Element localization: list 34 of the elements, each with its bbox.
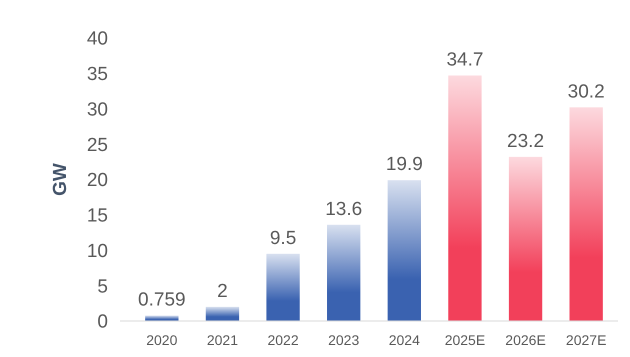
- bar: [508, 156, 542, 321]
- x-tick-label: 2020: [146, 332, 178, 348]
- bar: [448, 76, 482, 321]
- x-tick-label: 2021: [206, 332, 238, 348]
- x-tick-label: 2025E: [444, 332, 486, 348]
- y-axis-title: GW: [50, 163, 71, 196]
- data-label: 9.5: [270, 228, 296, 249]
- bar: [145, 316, 178, 321]
- x-tick-label: 2027E: [566, 332, 606, 348]
- y-tick-label: 40: [86, 28, 108, 50]
- data-label: 34.7: [446, 50, 484, 70]
- data-label: 23.2: [507, 130, 544, 152]
- bar: [327, 224, 360, 321]
- y-tick-label: 5: [97, 276, 108, 298]
- y-tick-label: 20: [86, 170, 108, 192]
- data-label: 2: [217, 280, 228, 302]
- bar: [206, 306, 240, 321]
- x-tick-label: 2022: [267, 332, 299, 348]
- data-label: 13.6: [325, 198, 362, 220]
- x-tick-label: 2023: [328, 332, 360, 348]
- y-tick-label: 0: [97, 312, 108, 333]
- y-tick-label: 35: [86, 64, 108, 86]
- bar: [388, 180, 421, 321]
- data-label: 0.759: [138, 290, 186, 311]
- y-tick-label: 30: [86, 99, 108, 120]
- bar: [570, 107, 603, 321]
- data-label: 30.2: [568, 81, 605, 102]
- x-tick-label: 2024: [388, 332, 420, 348]
- y-tick-label: 15: [86, 206, 108, 227]
- y-tick-label: 10: [86, 240, 108, 262]
- y-tick-label: 25: [86, 134, 108, 156]
- x-tick-label: 2026E: [505, 332, 546, 348]
- bar: [266, 254, 300, 321]
- data-label: 19.9: [386, 154, 423, 176]
